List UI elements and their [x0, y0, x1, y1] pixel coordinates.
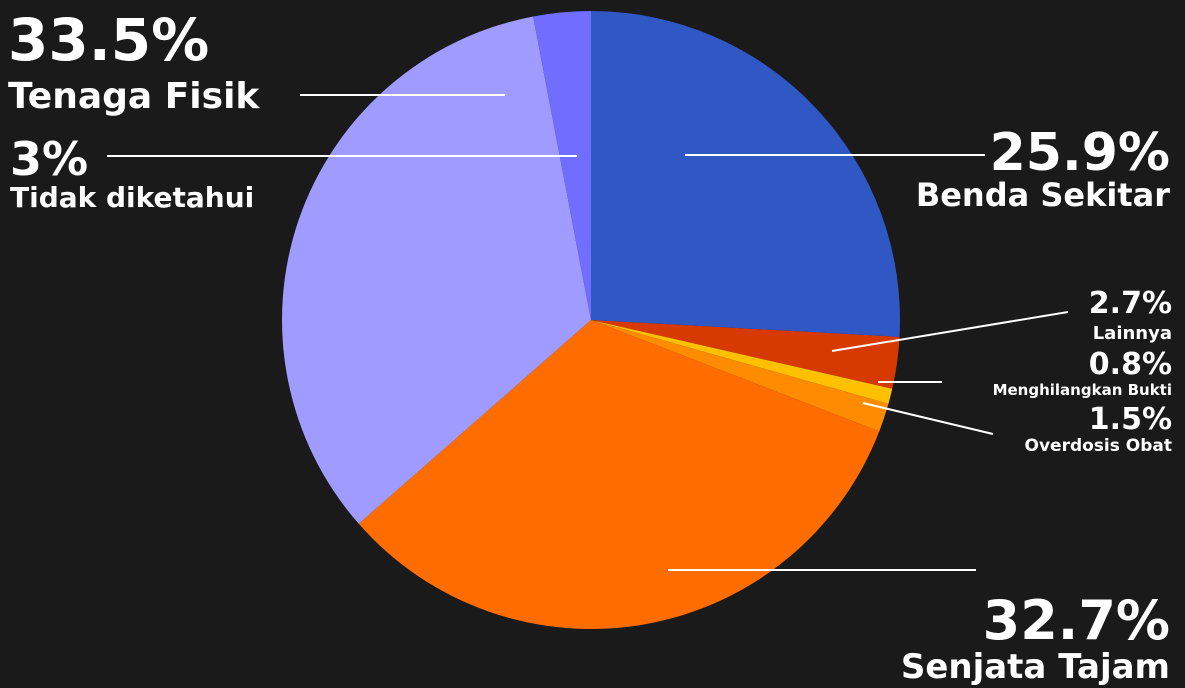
- slice-name-label-overdosis-obat: Overdosis Obat: [1025, 436, 1173, 456]
- slice-value-label-menghilangkan-bukti: 0.8%: [1089, 347, 1172, 382]
- slice-name-label-benda-sekitar: Benda Sekitar: [916, 176, 1170, 214]
- pie-slice-menghilangkan-bukti: [591, 320, 893, 404]
- pie-slices: [282, 11, 900, 629]
- slice-value-label-lainnya: 2.7%: [1089, 286, 1172, 321]
- pie-slice-tidak-diketahui: [533, 11, 591, 320]
- slice-name-label-lainnya: Lainnya: [1093, 323, 1172, 344]
- pie-slice-overdosis-obat: [591, 320, 889, 432]
- leader-line-lainnya: [831, 311, 1069, 352]
- pie-slice-tenaga-fisik: [282, 16, 591, 524]
- pie-slice-benda-sekitar: [591, 11, 900, 337]
- leader-lines: [107, 94, 1069, 571]
- pie-slice-lainnya: [591, 320, 900, 389]
- pie-slice-senjata-tajam: [358, 320, 880, 629]
- slice-name-label-tenaga-fisik: Tenaga Fisik: [8, 76, 260, 117]
- slice-name-label-tidak-diketahui: Tidak diketahui: [10, 181, 254, 214]
- leader-line-overdosis-obat: [862, 402, 994, 435]
- slice-value-label-tenaga-fisik: 33.5%: [8, 6, 209, 74]
- slice-value-label-overdosis-obat: 1.5%: [1089, 402, 1172, 437]
- slice-value-label-benda-sekitar: 25.9%: [990, 123, 1170, 183]
- slice-name-label-senjata-tajam: Senjata Tajam: [901, 647, 1170, 687]
- slice-value-label-senjata-tajam: 32.7%: [983, 589, 1170, 652]
- slice-name-label-menghilangkan-bukti: Menghilangkan Bukti: [993, 381, 1172, 399]
- slice-value-label-tidak-diketahui: 3%: [10, 132, 88, 186]
